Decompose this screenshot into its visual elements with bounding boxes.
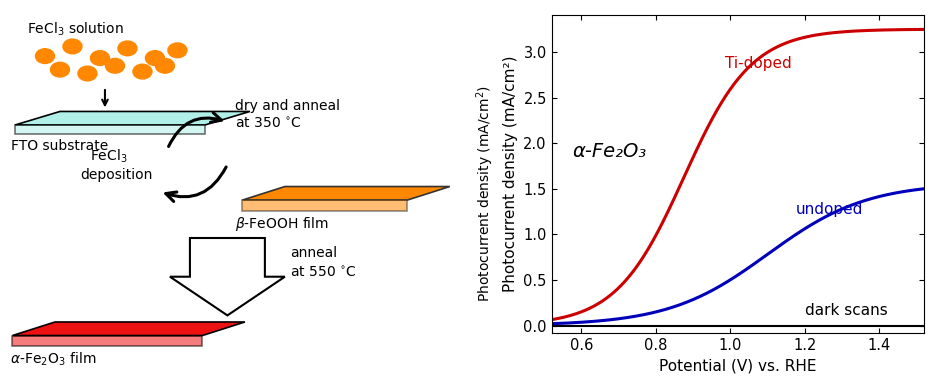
Circle shape — [78, 66, 97, 81]
Text: FeCl$_3$: FeCl$_3$ — [90, 147, 127, 165]
Circle shape — [63, 39, 82, 54]
Circle shape — [118, 41, 137, 56]
Polygon shape — [12, 322, 245, 336]
X-axis label: Potential (V) vs. RHE: Potential (V) vs. RHE — [659, 358, 817, 373]
Polygon shape — [242, 200, 407, 211]
Circle shape — [51, 62, 70, 77]
Text: FTO substrate: FTO substrate — [11, 139, 108, 153]
Text: Photocurrent density (mA/cm$^2$): Photocurrent density (mA/cm$^2$) — [474, 85, 496, 302]
Text: Ti-doped: Ti-doped — [725, 57, 791, 71]
Circle shape — [145, 51, 164, 65]
Polygon shape — [15, 125, 205, 134]
Polygon shape — [242, 187, 450, 200]
Text: anneal: anneal — [290, 247, 337, 260]
Circle shape — [168, 43, 187, 58]
Polygon shape — [12, 336, 203, 346]
Text: dark scans: dark scans — [805, 303, 887, 318]
Circle shape — [36, 49, 55, 63]
Y-axis label: Photocurrent density (mA/cm²): Photocurrent density (mA/cm²) — [503, 56, 518, 293]
Text: α-Fe₂O₃: α-Fe₂O₃ — [572, 142, 646, 161]
Polygon shape — [15, 111, 250, 125]
Circle shape — [91, 51, 109, 65]
Text: at 350 $^{\circ}$C: at 350 $^{\circ}$C — [235, 117, 302, 132]
Polygon shape — [170, 238, 285, 315]
Circle shape — [133, 64, 152, 79]
Text: deposition: deposition — [80, 168, 153, 182]
Text: $\beta$-FeOOH film: $\beta$-FeOOH film — [235, 214, 329, 233]
Text: at 550 $^{\circ}$C: at 550 $^{\circ}$C — [290, 265, 356, 280]
Circle shape — [156, 58, 174, 73]
Text: FeCl$_3$ solution: FeCl$_3$ solution — [27, 21, 124, 38]
Text: $\alpha$-Fe$_2$O$_3$ film: $\alpha$-Fe$_2$O$_3$ film — [10, 351, 96, 368]
Circle shape — [106, 58, 124, 73]
Text: dry and anneal: dry and anneal — [235, 99, 339, 113]
Text: undoped: undoped — [796, 202, 863, 217]
